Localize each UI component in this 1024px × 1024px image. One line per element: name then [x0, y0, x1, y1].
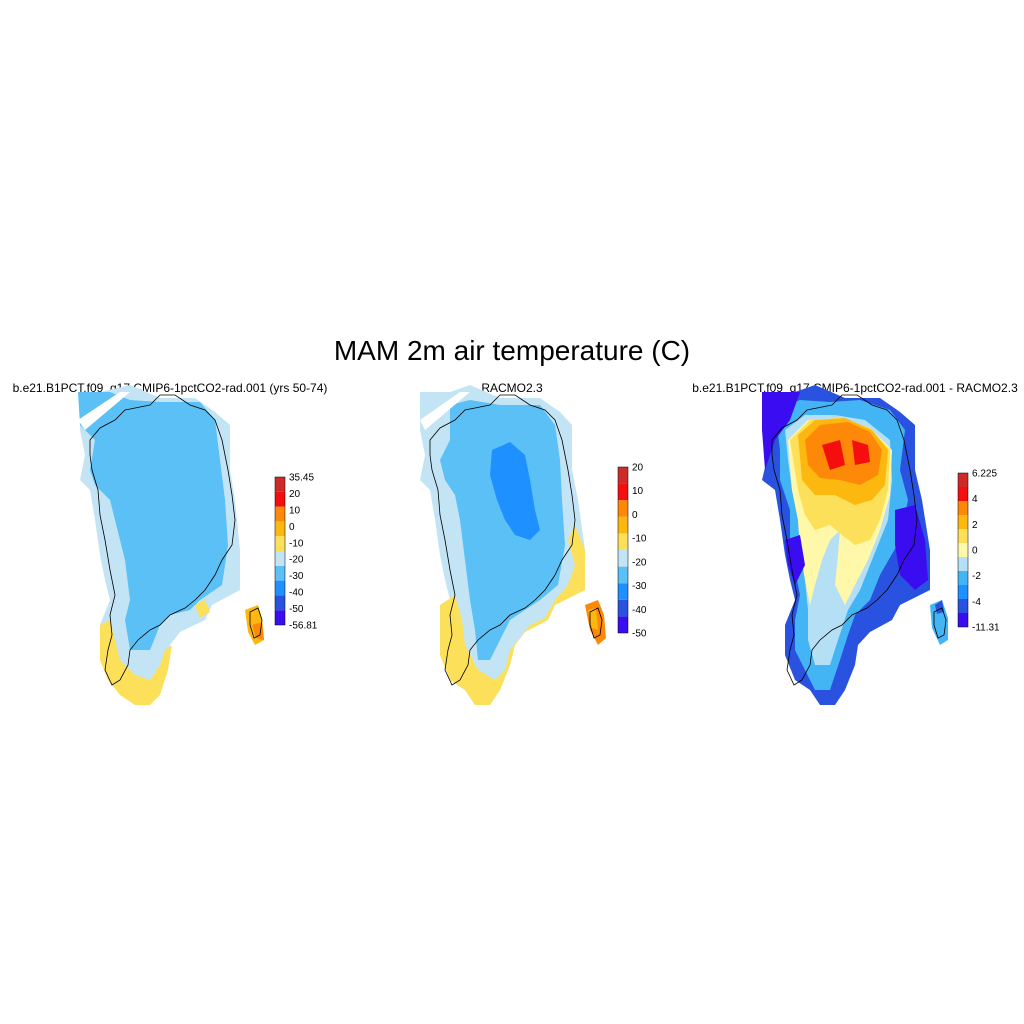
colorbar-box: [618, 533, 628, 550]
colorbar-tick-label: -40: [289, 588, 304, 599]
model-south-rim: [100, 620, 172, 705]
colorbar-tick-label: -10: [632, 534, 647, 545]
colorbar-tick-label: 10: [289, 505, 301, 516]
obs-east-island-coast: [589, 607, 603, 639]
colorbar-box: [618, 599, 628, 617]
colorbar-box: [618, 500, 628, 517]
colorbar-box: [958, 473, 968, 487]
colorbar-tick-label: -11.31: [972, 623, 1000, 634]
colorbar-tick-label: 0: [972, 546, 978, 557]
figure-title: MAM 2m air temperature (C): [334, 335, 690, 366]
colorbar-tick-label: 10: [632, 486, 644, 497]
panel-obs-map: [420, 385, 606, 705]
diff-sw-cold: [785, 535, 805, 585]
colorbar-box: [618, 467, 628, 484]
colorbar-box: [958, 613, 968, 627]
colorbar-box: [275, 580, 285, 596]
colorbar-box: [275, 610, 285, 625]
colorbar-outline: [274, 476, 286, 626]
obs-core: [490, 442, 540, 540]
diff-east-cold: [895, 505, 928, 590]
colorbar-box: [958, 599, 968, 613]
panel-diff-map: [762, 385, 948, 705]
diff-east-island-coast: [933, 607, 947, 639]
colorbar-tick-label: -56.81: [289, 621, 318, 632]
colorbar-box: [958, 585, 968, 599]
colorbar-box: [275, 521, 285, 537]
diff-west-cold: [762, 392, 800, 470]
colorbar-box: [618, 516, 628, 534]
panel-diff: b.e21.B1PCT.f09_g17.CMIP6-1pctCO2-rad.00…: [692, 381, 1018, 705]
colorbar-box: [958, 557, 968, 571]
panel-diff-colorbar: -11.31 -4 -2 0 2 4 6.225: [957, 469, 1000, 634]
model-interior: [78, 392, 228, 650]
panel-obs-colorbar: -50 -40 -30 -20 -10 0 10 20: [617, 463, 647, 640]
colorbar-tick-label: -50: [289, 604, 304, 615]
colorbar-box: [958, 501, 968, 515]
diff-red-1: [822, 440, 845, 470]
colorbar-box: [618, 550, 628, 567]
colorbar-box: [275, 565, 285, 581]
colorbar-tick-label: -30: [632, 581, 647, 592]
panel-model-title: b.e21.B1PCT.f09_g17.CMIP6-1pctCO2-rad.00…: [13, 381, 328, 395]
model-east-island-coast: [249, 607, 263, 639]
diff-coastline: [771, 394, 918, 686]
panel-model-colorbar: -56.81 -50 -40 -30 -20 -10 0 10 20 35.45: [274, 473, 318, 632]
colorbar-tick-label: -4: [972, 597, 981, 608]
colorbar-box: [275, 491, 285, 507]
colorbar-box: [618, 616, 628, 633]
panel-obs-title: RACMO2.3: [481, 381, 543, 395]
colorbar-tick-label: -10: [289, 538, 304, 549]
obs-interior: [440, 400, 565, 660]
diff-orange: [805, 422, 882, 485]
colorbar-tick-label: 35.45: [289, 473, 314, 484]
colorbar-box: [618, 483, 628, 501]
colorbar-tick-label: 4: [972, 494, 978, 505]
colorbar-outline: [957, 472, 969, 628]
colorbar-box: [275, 477, 285, 492]
colorbar-box: [958, 543, 968, 557]
colorbar-box: [958, 529, 968, 543]
colorbar-box: [958, 515, 968, 529]
panel-model-map: [78, 385, 264, 705]
colorbar-tick-label: -30: [289, 571, 304, 582]
colorbar-box: [958, 571, 968, 585]
obs-south-rim: [440, 525, 585, 705]
model-coastline: [89, 394, 236, 686]
colorbar-box: [618, 566, 628, 584]
obs-east-island-warm: [588, 608, 598, 630]
model-south-rim-2: [195, 600, 210, 618]
obs-north-gap: [420, 392, 470, 430]
model-north-gap: [78, 392, 130, 430]
colorbar-tick-label: 0: [632, 510, 638, 521]
colorbar-box: [275, 536, 285, 551]
panel-diff-title: b.e21.B1PCT.f09_g17.CMIP6-1pctCO2-rad.00…: [692, 381, 1018, 395]
colorbar-box: [618, 583, 628, 600]
colorbar-tick-label: 20: [632, 463, 644, 474]
colorbar-box: [275, 595, 285, 611]
obs-coastline: [429, 394, 576, 686]
colorbar-box: [275, 551, 285, 566]
panel-model: b.e21.B1PCT.f09_g17.CMIP6-1pctCO2-rad.00…: [13, 381, 328, 705]
colorbar-box: [275, 506, 285, 522]
colorbar-tick-label: -50: [632, 629, 647, 640]
colorbar-tick-label: 20: [289, 489, 301, 500]
colorbar-tick-label: -20: [632, 557, 647, 568]
diff-red-2: [852, 440, 870, 465]
colorbar-tick-label: -20: [289, 555, 304, 566]
colorbar-tick-label: 0: [289, 522, 295, 533]
colorbar-box: [958, 487, 968, 501]
colorbar-tick-label: -2: [972, 571, 981, 582]
colorbar-tick-label: -40: [632, 605, 647, 616]
colorbar-tick-label: 6.225: [972, 469, 997, 480]
panel-obs: RACMO2.3 -50 -40 -30 -20 -10 0 10 20: [420, 381, 647, 705]
colorbar-outline: [617, 466, 629, 634]
colorbar-tick-label: 2: [972, 520, 978, 531]
